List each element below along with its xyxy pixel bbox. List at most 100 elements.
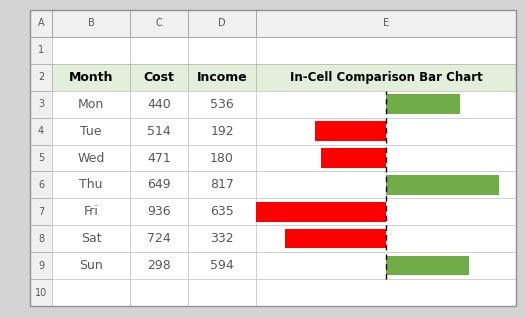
Text: B: B xyxy=(88,18,94,28)
Text: Wed: Wed xyxy=(77,151,105,164)
Text: 298: 298 xyxy=(147,259,171,272)
Bar xyxy=(52,118,130,145)
Bar xyxy=(188,91,256,118)
Bar xyxy=(256,37,516,64)
Bar xyxy=(256,145,516,171)
Bar xyxy=(188,252,256,279)
Text: Sat: Sat xyxy=(80,232,102,245)
Bar xyxy=(188,64,256,91)
Bar xyxy=(130,10,188,37)
Bar xyxy=(320,148,386,168)
Bar xyxy=(52,252,130,279)
Bar xyxy=(188,198,256,225)
Bar xyxy=(30,118,52,145)
Text: 817: 817 xyxy=(210,178,234,191)
Bar xyxy=(30,198,52,225)
Text: 7: 7 xyxy=(38,207,44,217)
Bar xyxy=(256,10,516,37)
Bar xyxy=(30,37,52,64)
Text: 8: 8 xyxy=(38,234,44,244)
Bar xyxy=(52,171,130,198)
Text: 180: 180 xyxy=(210,151,234,164)
Text: 724: 724 xyxy=(147,232,171,245)
Text: A: A xyxy=(38,18,44,28)
Bar xyxy=(130,225,188,252)
Bar xyxy=(130,91,188,118)
Bar xyxy=(52,64,130,91)
Text: Income: Income xyxy=(197,71,247,84)
Bar xyxy=(52,145,130,171)
Bar xyxy=(130,64,188,91)
Text: Mon: Mon xyxy=(78,98,104,111)
Bar xyxy=(130,37,188,64)
Text: Thu: Thu xyxy=(79,178,103,191)
Bar xyxy=(30,64,52,91)
Bar xyxy=(52,198,130,225)
Text: Month: Month xyxy=(69,71,113,84)
Bar xyxy=(52,279,130,306)
Bar xyxy=(130,118,188,145)
Bar xyxy=(256,225,516,252)
Bar xyxy=(52,225,130,252)
Bar xyxy=(386,94,460,114)
Bar xyxy=(188,225,256,252)
Text: 4: 4 xyxy=(38,126,44,136)
Bar xyxy=(188,10,256,37)
Text: 536: 536 xyxy=(210,98,234,111)
Text: 10: 10 xyxy=(35,287,47,298)
Text: 471: 471 xyxy=(147,151,171,164)
Text: 1: 1 xyxy=(38,45,44,55)
Text: 514: 514 xyxy=(147,125,171,138)
Bar xyxy=(188,37,256,64)
Bar xyxy=(30,225,52,252)
Text: Sun: Sun xyxy=(79,259,103,272)
Bar xyxy=(30,171,52,198)
Text: 192: 192 xyxy=(210,125,234,138)
Bar xyxy=(256,202,386,222)
Bar xyxy=(30,10,52,37)
Text: 635: 635 xyxy=(210,205,234,218)
Bar xyxy=(386,175,500,195)
Bar xyxy=(386,256,469,275)
Bar xyxy=(130,171,188,198)
Bar xyxy=(130,145,188,171)
Text: Cost: Cost xyxy=(144,71,175,84)
Text: 594: 594 xyxy=(210,259,234,272)
Bar xyxy=(30,279,52,306)
Text: 6: 6 xyxy=(38,180,44,190)
Text: 649: 649 xyxy=(147,178,171,191)
Text: C: C xyxy=(156,18,163,28)
Bar xyxy=(30,91,52,118)
Text: Fri: Fri xyxy=(84,205,98,218)
Bar xyxy=(30,252,52,279)
Bar xyxy=(130,198,188,225)
Text: 936: 936 xyxy=(147,205,171,218)
Text: 2: 2 xyxy=(38,72,44,82)
Bar xyxy=(256,64,516,91)
Bar xyxy=(188,145,256,171)
Bar xyxy=(256,279,516,306)
Bar xyxy=(315,121,386,141)
Text: 5: 5 xyxy=(38,153,44,163)
Bar xyxy=(188,279,256,306)
Bar xyxy=(256,118,516,145)
Bar xyxy=(256,252,516,279)
Text: 332: 332 xyxy=(210,232,234,245)
Text: 9: 9 xyxy=(38,261,44,271)
Bar xyxy=(256,198,516,225)
Bar xyxy=(52,91,130,118)
Bar xyxy=(188,171,256,198)
Bar xyxy=(30,145,52,171)
Bar xyxy=(52,10,130,37)
Text: In-Cell Comparison Bar Chart: In-Cell Comparison Bar Chart xyxy=(290,71,482,84)
Text: Tue: Tue xyxy=(80,125,102,138)
Bar xyxy=(52,37,130,64)
Text: 440: 440 xyxy=(147,98,171,111)
Bar xyxy=(256,91,516,118)
Bar xyxy=(286,229,386,248)
Text: D: D xyxy=(218,18,226,28)
Bar xyxy=(130,252,188,279)
Bar xyxy=(256,171,516,198)
Bar xyxy=(188,118,256,145)
Text: E: E xyxy=(383,18,389,28)
